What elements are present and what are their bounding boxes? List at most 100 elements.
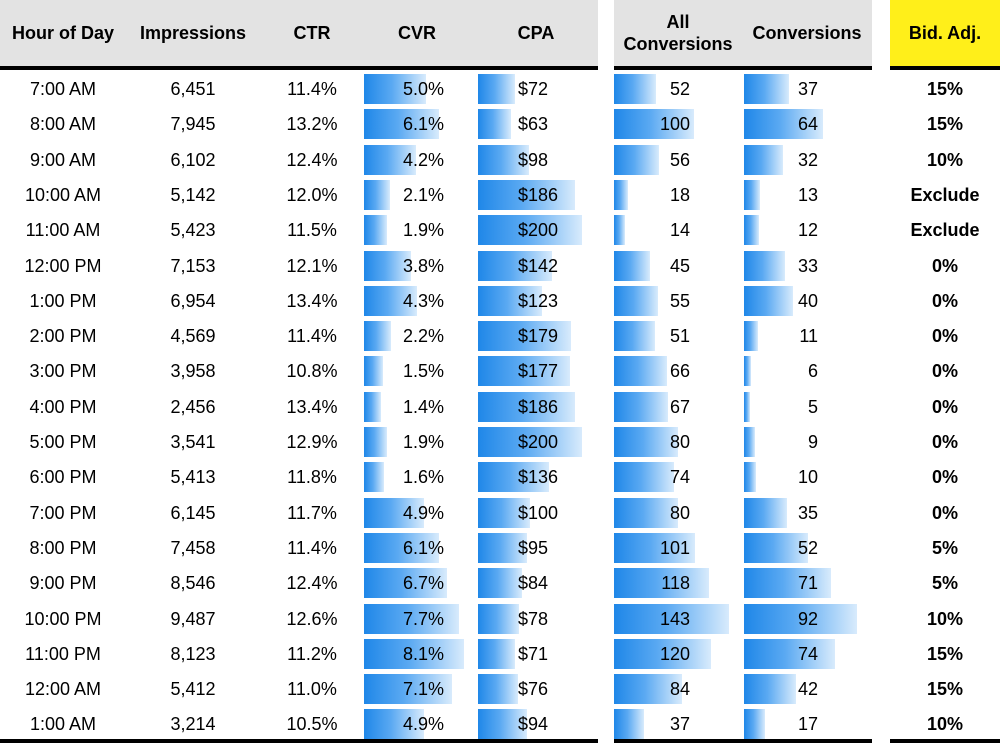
- cvr-bar: [364, 285, 418, 316]
- impressions-cell: 3,958: [170, 361, 216, 382]
- cpa-bar: [478, 250, 552, 281]
- ctr-cell: 11.4%: [287, 79, 337, 99]
- cvr-cell: 1.6%: [402, 467, 444, 488]
- cpa-cell: $136: [518, 467, 559, 488]
- bid-adj-cell: 0%: [931, 255, 958, 276]
- ctr-cell: 11.8%: [287, 467, 337, 488]
- cpa-cell: $94: [518, 714, 549, 735]
- cvr-bar: [364, 638, 464, 669]
- bid-adj-cell: 15%: [926, 643, 964, 664]
- all-conversions-bar: [614, 321, 655, 352]
- header-bid-adj[interactable]: Bid. Adj.: [908, 23, 982, 43]
- hour-cell: 6:00 PM: [29, 467, 97, 488]
- conversions-bar: [744, 215, 759, 246]
- all-conversions-bar: [614, 462, 674, 493]
- cpa-bar: [478, 215, 582, 246]
- all-conversions-cell: 37: [669, 714, 690, 735]
- conversions-bar: [744, 144, 784, 175]
- ctr-cell: 12.4%: [286, 573, 338, 594]
- cvr-cell: 6.1%: [402, 114, 444, 135]
- conversions-bar: [744, 497, 787, 528]
- ctr-cell: 13.4%: [286, 396, 338, 417]
- cvr-bar: [364, 391, 382, 422]
- cvr-cell: 3.8%: [402, 255, 444, 276]
- bid-adj-cell: 15%: [926, 679, 964, 700]
- cvr-cell: 1.5%: [402, 361, 444, 382]
- bid-adj-cell: 0%: [931, 326, 958, 347]
- all-conversions-cell: 80: [669, 432, 690, 452]
- header-cvr[interactable]: CVR: [397, 23, 436, 43]
- bid-adj-cell: 10%: [926, 714, 964, 735]
- cpa-cell: $98: [518, 149, 549, 170]
- conversions-bar: [744, 285, 794, 316]
- conversions-bar: [744, 427, 756, 457]
- cvr-cell: 2.2%: [402, 326, 444, 347]
- all-conversions-bar: [614, 215, 626, 246]
- impressions-cell: 8,546: [170, 573, 216, 594]
- ctr-cell: 13.2%: [286, 114, 338, 135]
- cvr-cell: 2.1%: [402, 184, 444, 205]
- impressions-cell: 7,945: [170, 114, 216, 135]
- cpa-bar: [478, 285, 542, 316]
- all-conversions-bar: [614, 427, 679, 457]
- hour-cell: 12:00 PM: [24, 255, 102, 276]
- conversions-cell: 92: [797, 608, 818, 629]
- conversions-cell: 37: [797, 79, 818, 99]
- header-ctr[interactable]: CTR: [293, 23, 331, 43]
- cpa-cell: $179: [518, 326, 559, 347]
- all-conversions-bar: [614, 285, 659, 316]
- cvr-cell: 8.1%: [402, 643, 444, 664]
- cpa-bar: [478, 109, 511, 140]
- cpa-cell: $71: [518, 643, 549, 664]
- cvr-cell: 1.4%: [402, 396, 444, 417]
- cvr-cell: 6.7%: [402, 573, 444, 594]
- all-conversions-cell: 118: [661, 573, 690, 594]
- cvr-cell: 1.9%: [402, 432, 444, 452]
- header-all-conversions[interactable]: All Conversions: [623, 12, 733, 54]
- main-header-rule: [0, 66, 598, 70]
- cpa-cell: $95: [518, 537, 549, 558]
- cvr-bar: [364, 74, 426, 104]
- hour-cell: 8:00 PM: [29, 537, 97, 558]
- all-conversions-bar: [614, 674, 682, 705]
- impressions-cell: 5,142: [170, 184, 216, 205]
- conversions-bar: [744, 74, 790, 104]
- conversions-cell: 71: [797, 573, 818, 594]
- header-cpa[interactable]: CPA: [517, 23, 555, 43]
- cvr-cell: 4.3%: [402, 290, 444, 311]
- conversions-cell: 35: [797, 502, 818, 523]
- hour-cell: 10:00 AM: [24, 184, 102, 205]
- bid-adj-cell: 15%: [926, 79, 964, 99]
- ctr-cell: 11.4%: [287, 326, 337, 347]
- cvr-bar: [364, 532, 440, 563]
- bid-adj-cell: 10%: [926, 149, 964, 170]
- header-conversions[interactable]: Conversions: [752, 23, 862, 43]
- all-conversions-bar: [614, 144, 660, 175]
- impressions-cell: 5,412: [170, 679, 216, 700]
- conversions-cell: 13: [797, 184, 818, 205]
- ctr-cell: 11.0%: [287, 679, 337, 700]
- conversions-header-rule: [614, 66, 872, 70]
- cpa-bar: [478, 427, 582, 457]
- conversions-bar: [744, 179, 760, 210]
- ctr-cell: 12.1%: [286, 255, 338, 276]
- main-bottom-rule: [0, 739, 598, 743]
- cpa-cell: $177: [518, 361, 559, 382]
- conversions-cell: 33: [797, 255, 818, 276]
- cvr-cell: 5.0%: [402, 79, 444, 99]
- conversions-header-bg: [614, 0, 872, 66]
- all-conversions-cell: 14: [669, 220, 690, 241]
- ctr-cell: 12.0%: [286, 184, 338, 205]
- bid-adj-header-bg: [890, 0, 1000, 66]
- cvr-bar: [364, 179, 390, 210]
- cpa-bar: [478, 462, 549, 493]
- cpa-cell: $84: [518, 573, 549, 594]
- all-conversions-cell: 51: [669, 326, 690, 347]
- cpa-cell: $100: [518, 502, 559, 523]
- all-conversions-bar: [614, 497, 679, 528]
- cpa-cell: $72: [518, 79, 549, 99]
- conversions-bar: [744, 356, 752, 387]
- header-impressions[interactable]: Impressions: [139, 23, 247, 43]
- header-hour-of-day[interactable]: Hour of Day: [11, 23, 114, 43]
- all-conversions-bar: [614, 709, 644, 740]
